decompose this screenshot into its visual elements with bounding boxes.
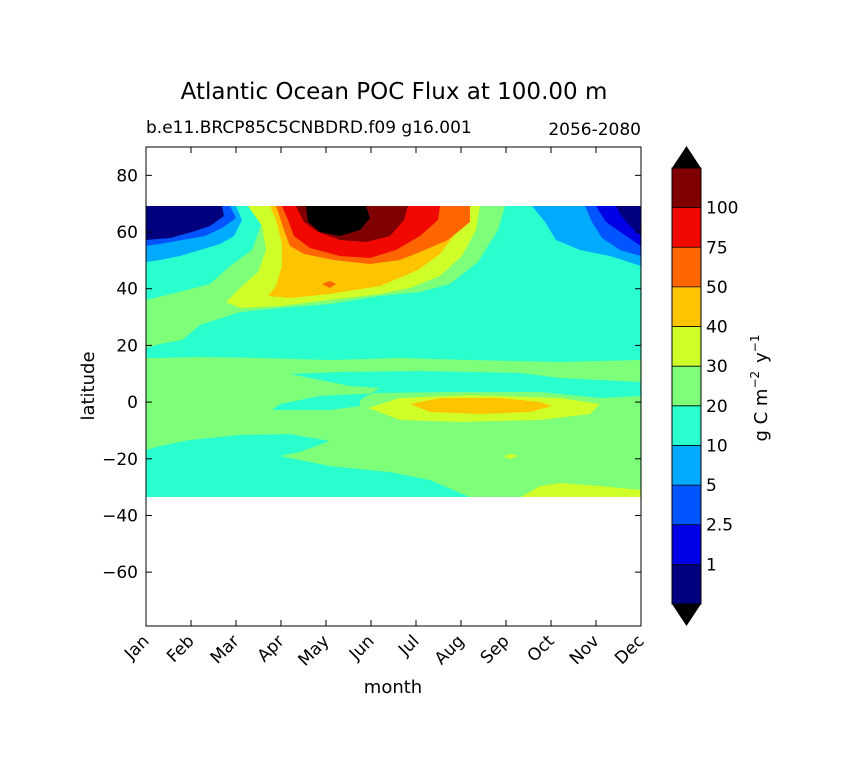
colorbar-segment [672,168,701,208]
colorbar-level-label: 30 [706,357,728,377]
x-tick-label: Apr [254,631,289,666]
y-tick-label: 80 [116,166,138,186]
colorbar-segment [672,524,701,565]
x-tick-label: Sep [477,631,514,668]
colorbar-segment [672,247,701,287]
colorbar-extend-min [672,604,701,626]
colorbar-tick-labels: 1 2.5 5 10 20 30 40 50 75 100 [672,199,738,575]
colorbar-frame [671,167,702,605]
colorbar-segment [672,445,701,486]
y-tick-label: 20 [116,336,138,356]
colorbar-level-label: 50 [706,278,728,298]
colorbar-segment [672,564,701,604]
colorbar-level-label: 20 [706,397,728,417]
colorbar-segment [672,286,701,327]
band-navy-west [146,206,224,240]
x-tick-label: Jun [345,631,379,665]
colorbar-segment [672,485,701,525]
colorbar-segment [672,326,701,367]
x-axis-label: month [364,677,422,698]
colorbar [671,146,702,626]
x-tick-label: Jul [394,631,423,660]
colorbar-level-label: 40 [706,318,728,338]
x-tick-label: Feb [163,631,198,666]
y-tick-label: −60 [102,563,138,583]
colorbar-label: g C m−2 y−1 [748,334,772,441]
band-orange-spot [322,281,336,288]
y-tick-label: −20 [102,450,138,470]
colorbar-level-label: 5 [706,476,717,496]
colorbar-label-mid: y [751,352,772,363]
band-cyan-north-east [146,206,641,362]
chart-title: Atlantic Ocean POC Flux at 100.00 m [181,79,608,105]
chart-subtitle-left: b.e11.BRCP85C5CNBDRD.f09 g16.001 [146,118,472,138]
chart-subtitle-right: 2056-2080 [548,120,641,140]
x-tick-label: Jan [120,631,153,664]
colorbar-extend-max [672,146,701,168]
y-tick-label: 40 [116,280,138,300]
band-navy-east [616,206,641,236]
x-tick-label: Mar [207,631,244,668]
colorbar-level-label: 75 [706,238,728,258]
colorbar-level-label: 2.5 [706,516,733,536]
colorbar-level-label: 100 [706,199,738,219]
contour-field [146,206,641,497]
x-tick-label: May [295,631,334,670]
x-tick-label: Nov [566,631,604,669]
colorbar-level-label: 1 [706,555,717,575]
plot-frame [145,146,642,627]
colorbar-level-label: 10 [706,436,728,456]
y-axis-label: latitude [78,351,99,420]
band-yellow-spot [503,454,518,459]
band-black-core [306,206,370,236]
band-yellow-south [521,483,641,497]
colorbar-segment [672,366,701,406]
colorbar-segment [672,207,701,248]
y-tick-label: 0 [127,393,138,413]
y-tick-label: −40 [102,506,138,526]
band-cyan-eq-north [272,371,641,410]
band-orange-equator [410,398,552,414]
band-green-south [280,432,641,497]
y-axis-ticks: 80 60 40 20 0 −20 −40 −60 [102,166,641,583]
x-tick-label: Dec [611,631,648,668]
band-cyan-south [146,434,470,497]
x-tick-label: Aug [431,631,469,669]
colorbar-label-exp2: −1 [748,334,762,352]
x-tick-label: Oct [524,631,559,666]
colorbar-label-main: g C m [751,389,772,442]
y-tick-label: 60 [116,223,138,243]
colorbar-segment [672,405,701,446]
colorbar-label-exp1: −2 [748,371,762,389]
